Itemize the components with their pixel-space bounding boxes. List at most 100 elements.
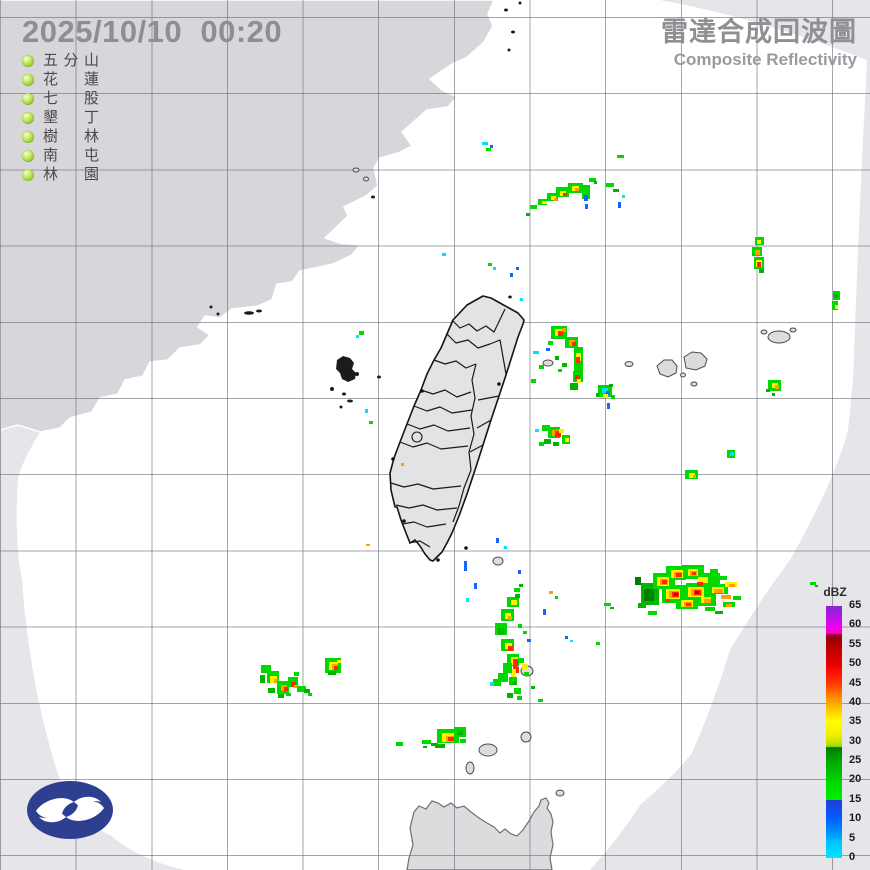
station-status-led-icon	[22, 168, 34, 181]
radar-station-list: 五分山花蓮七股墾丁樹林南屯林園	[22, 51, 99, 184]
radar-echo-cell	[493, 679, 501, 686]
county-border	[476, 419, 492, 429]
radar-echo-cell	[618, 202, 621, 208]
island	[555, 789, 565, 797]
radar-echo-cell	[286, 693, 291, 696]
radar-echo-cell	[546, 348, 550, 351]
radar-echo-cell	[563, 193, 567, 196]
radar-echo-cell	[435, 744, 445, 748]
radar-echo-cell	[585, 204, 588, 209]
radar-echo-cell	[596, 642, 600, 645]
county-border	[477, 395, 500, 401]
radar-echo-cell	[422, 740, 431, 744]
county-border	[420, 389, 472, 398]
radar-echo-cell	[490, 145, 493, 148]
radar-echo-cell	[772, 393, 775, 396]
radar-echo-cell	[576, 357, 580, 363]
town-dot	[464, 546, 468, 550]
islet	[511, 30, 515, 34]
radar-echo-cell	[733, 596, 741, 600]
station-status-led-icon	[22, 54, 34, 67]
observation-timestamp: 2025/10/10 00:20	[22, 14, 283, 49]
radar-echo-cell	[603, 394, 608, 398]
radar-echo-cell	[715, 611, 723, 614]
radar-echo-cell	[730, 452, 734, 456]
radar-echo-cell	[544, 439, 551, 444]
radar-echo-cell	[604, 603, 611, 606]
county-border	[401, 521, 447, 528]
radar-echo-cell	[513, 659, 518, 669]
radar-echo-cell	[337, 660, 341, 663]
cwb-logo-swirl-left	[36, 798, 74, 819]
radar-echo-cell	[759, 269, 764, 273]
radar-echo-cell	[555, 356, 559, 360]
radar-echo-cell	[757, 240, 761, 244]
cwb-logo-tail-bottom	[39, 813, 66, 823]
radar-echo-cell	[488, 263, 492, 266]
colorbar-tick-label: 0	[849, 851, 856, 863]
radar-echo-cell	[334, 666, 338, 670]
radar-echo-cell	[558, 369, 562, 372]
radar-echo-cell	[714, 589, 723, 593]
colorbar-tick-label: 45	[849, 676, 862, 689]
islet	[377, 375, 381, 379]
county-border	[399, 441, 469, 450]
islet	[216, 312, 220, 316]
dbz-colorbar	[826, 606, 842, 858]
island	[767, 330, 791, 344]
radar-echo-cell	[635, 577, 641, 585]
radar-echo-cell	[757, 262, 761, 267]
radar-echo-cell	[356, 335, 359, 338]
page-title: 雷達合成回波圖	[661, 17, 857, 47]
islet	[347, 399, 353, 403]
island	[520, 731, 532, 743]
island	[656, 359, 678, 378]
station-name: 南屯	[43, 147, 99, 164]
radar-echo-cell	[695, 591, 699, 594]
radar-echo-cell	[577, 379, 581, 383]
county-border	[433, 359, 477, 369]
colorbar-tick-label: 40	[849, 695, 862, 708]
radar-echo-cell	[278, 694, 284, 698]
radar-echo-cell	[729, 584, 735, 587]
radar-echo-cell	[304, 689, 310, 693]
radar-echo-cell	[423, 746, 427, 748]
radar-echo-cell	[504, 546, 507, 549]
county-border	[408, 540, 431, 548]
radar-echo-cell	[549, 591, 553, 594]
station-row: 林園	[22, 165, 99, 184]
radar-echo-cell	[466, 598, 469, 602]
radar-echo-cell	[539, 365, 544, 369]
island	[683, 351, 708, 371]
outlying-islands	[209, 1, 797, 797]
radar-echo-cell	[474, 583, 477, 589]
radar-echo-cell	[698, 577, 708, 583]
islet	[336, 356, 356, 382]
radar-echo-cell	[493, 267, 496, 270]
radar-echo-cell	[496, 538, 499, 543]
radar-echo-cell	[674, 593, 678, 596]
radar-echo-cell	[516, 267, 519, 270]
islet	[508, 295, 512, 299]
page-subtitle: Composite Reflectivity	[673, 50, 857, 69]
cwb-logo-swirl-right	[66, 800, 104, 821]
radar-echo-cell	[596, 393, 600, 397]
radar-echo-cell	[401, 463, 404, 466]
station-row: 五分山	[22, 51, 99, 70]
radar-echo-cell	[697, 582, 703, 586]
radar-echo-cell	[617, 155, 624, 158]
station-row: 南屯	[22, 146, 99, 165]
island	[363, 176, 369, 182]
radar-echo-cell	[510, 273, 513, 277]
radar-echo-cell	[575, 188, 579, 191]
radar-echo-cell	[721, 595, 731, 599]
radar-echo-cell	[498, 628, 504, 634]
radar-echo-cell	[511, 600, 517, 605]
radar-echo-cell	[644, 589, 654, 601]
radar-echo-cell	[482, 142, 488, 145]
radar-echo-cell	[611, 395, 615, 399]
radar-echo-cell	[638, 603, 646, 608]
county-border	[413, 405, 473, 414]
radar-echo-cell	[457, 730, 463, 735]
